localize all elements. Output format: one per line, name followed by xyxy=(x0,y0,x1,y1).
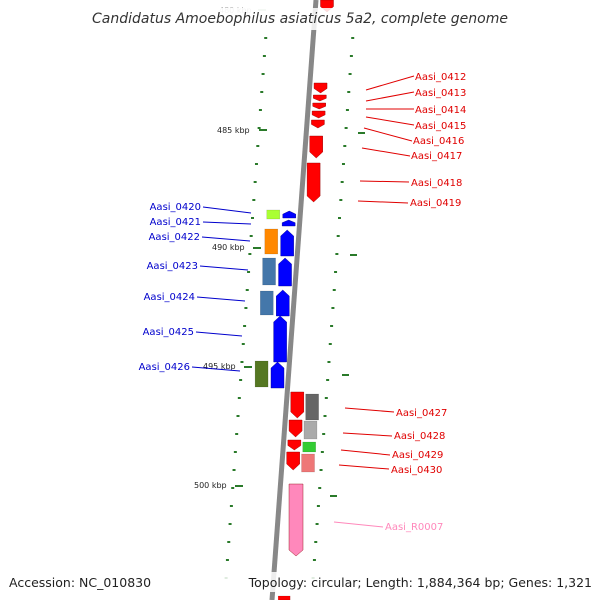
leader-line xyxy=(196,296,246,302)
cds-arrow-aasi_0429[interactable] xyxy=(286,451,300,471)
gene-label-aasi-0412[interactable]: Aasi_0412 xyxy=(415,72,466,83)
leader-line xyxy=(357,200,409,204)
cog-block-aasi_0426[interactable] xyxy=(254,360,269,388)
gene-label-aasi-r0007[interactable]: Aasi_R0007 xyxy=(385,522,443,533)
cog-block-aasi_0420[interactable] xyxy=(266,209,281,220)
cds-arrow-aasi_0418[interactable] xyxy=(306,162,321,203)
cds-block-partial[interactable] xyxy=(277,595,291,600)
gene-label-aasi-0428[interactable]: Aasi_0428 xyxy=(394,431,445,442)
cds-arrow-aasi_0415[interactable] xyxy=(311,110,326,119)
gene-label-aasi-0419[interactable]: Aasi_0419 xyxy=(410,198,461,209)
cds-arrow-aasi_0414[interactable] xyxy=(312,102,326,110)
cds-arrow-aasi_0419[interactable] xyxy=(290,391,304,419)
gene-features xyxy=(254,0,334,600)
leader-line xyxy=(342,432,393,437)
leader-line xyxy=(333,521,384,528)
gene-label-aasi-0424[interactable]: Aasi_0424 xyxy=(144,292,195,303)
page-title: Candidatus Amoebophilus asiaticus 5a2, c… xyxy=(92,11,508,27)
cds-arrow-aasi_0412[interactable] xyxy=(313,82,328,94)
leader-line xyxy=(344,407,395,413)
rna-arrow-aasi-r0007[interactable] xyxy=(288,483,304,557)
cog-block-aasi_0424[interactable] xyxy=(260,290,274,316)
cds-arrow-aasi_0424[interactable] xyxy=(276,289,290,317)
leader-line xyxy=(195,331,243,337)
gene-label-aasi-0418[interactable]: Aasi_0418 xyxy=(411,178,462,189)
leader-line xyxy=(202,206,252,214)
cds-arrow-aasi_0426[interactable] xyxy=(270,361,285,389)
cog-block-aasi_0429[interactable] xyxy=(302,441,316,453)
title-backdrop xyxy=(95,8,505,30)
gene-label-aasi-0414[interactable]: Aasi_0414 xyxy=(415,105,466,116)
scale-mark-485: 485 kbp xyxy=(217,126,250,135)
footer-backdrop xyxy=(0,572,600,592)
cds-arrow-aasi_0416[interactable] xyxy=(311,119,325,129)
leader-line xyxy=(191,366,241,372)
gene-label-aasi-0413[interactable]: Aasi_0413 xyxy=(415,88,466,99)
accession-text: Accession: NC_010830 xyxy=(9,575,151,590)
genome-backbone xyxy=(269,0,319,600)
cog-block-aasi_0428[interactable] xyxy=(303,420,318,440)
gene-label-aasi-0429[interactable]: Aasi_0429 xyxy=(392,450,443,461)
gene-label-aasi-0427[interactable]: Aasi_0427 xyxy=(396,408,447,419)
leader-line xyxy=(202,221,252,225)
cds-arrow-aasi_0420[interactable] xyxy=(282,210,296,219)
scale-mark-490: 490 kbp xyxy=(212,243,245,252)
scale-mark-500: 500 kbp xyxy=(194,481,227,490)
cds-arrow-aasi_0428[interactable] xyxy=(287,439,302,451)
leader-line xyxy=(199,265,249,271)
leader-line xyxy=(365,75,415,91)
gene-label-aasi-0417[interactable]: Aasi_0417 xyxy=(411,151,462,162)
cds-arrow-aasi_0423[interactable] xyxy=(278,257,292,287)
cds-arrow-aasi_0413[interactable] xyxy=(313,94,327,102)
forward-gene-labels: Aasi_0412 Aasi_0413 Aasi_0414 Aasi_0415 … xyxy=(338,72,466,476)
cds-arrow-aasi_0425[interactable] xyxy=(273,315,287,363)
cds-arrow-aasi_0422[interactable] xyxy=(280,229,294,257)
gene-label-aasi-0425[interactable]: Aasi_0425 xyxy=(143,327,194,338)
cds-arrow-aasi_0417[interactable] xyxy=(309,135,323,159)
scale-mark-495: 495 kbp xyxy=(203,362,236,371)
gene-label-aasi-0426[interactable]: Aasi_0426 xyxy=(139,362,190,373)
scale-guides xyxy=(224,37,365,579)
leader-line xyxy=(338,464,390,470)
scale-marks: 480 kbp 485 kbp 490 kbp 495 kbp 500 kbp xyxy=(194,6,267,490)
leader-line xyxy=(365,116,415,126)
leader-line xyxy=(363,127,413,142)
cds-arrow-aasi_0421[interactable] xyxy=(281,219,296,227)
gene-label-aasi-0430[interactable]: Aasi_0430 xyxy=(391,465,442,476)
cog-block-aasi_0430[interactable] xyxy=(301,453,315,473)
cog-block-aasi_0423[interactable] xyxy=(262,257,276,286)
leader-line xyxy=(361,147,411,157)
gene-label-aasi-0422[interactable]: Aasi_0422 xyxy=(149,232,200,243)
cog-block-aasi_0422[interactable] xyxy=(264,228,279,255)
gene-label-aasi-0415[interactable]: Aasi_0415 xyxy=(415,121,466,132)
reverse-gene-labels: Aasi_0420 Aasi_0421 Aasi_0422 Aasi_0423 … xyxy=(139,202,252,373)
gene-label-aasi-0423[interactable]: Aasi_0423 xyxy=(147,261,198,272)
genome-summary-text: Topology: circular; Length: 1,884,364 bp… xyxy=(248,575,592,590)
gene-label-aasi-0416[interactable]: Aasi_0416 xyxy=(413,136,464,147)
leader-line xyxy=(359,180,410,183)
gene-label-aasi-0420[interactable]: Aasi_0420 xyxy=(150,202,201,213)
gene-label-aasi-0421[interactable]: Aasi_0421 xyxy=(150,217,201,228)
leader-line xyxy=(365,91,415,102)
cds-arrow-aasi_0427[interactable] xyxy=(288,419,303,438)
cog-block-aasi_0427[interactable] xyxy=(305,393,319,421)
leader-line xyxy=(201,236,251,242)
leader-line xyxy=(340,449,391,456)
